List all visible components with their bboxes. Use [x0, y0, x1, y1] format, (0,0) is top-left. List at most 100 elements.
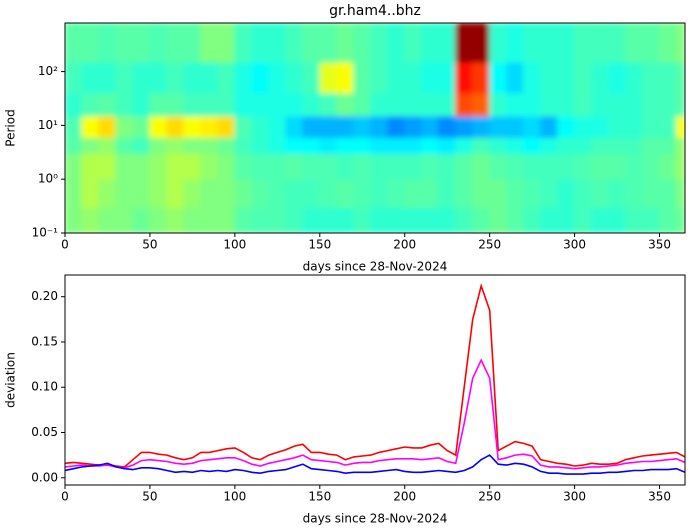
heatmap-cell: [642, 92, 661, 117]
heatmap-cell: [370, 178, 389, 208]
heatmap-cell: [574, 178, 593, 208]
heatmap-cell: [438, 153, 457, 180]
heatmap-cell: [115, 153, 134, 180]
plot-area: [65, 23, 685, 233]
heatmap-cell: [132, 23, 151, 63]
heatmap-cell: [336, 23, 355, 63]
x-tick-label: 350: [648, 490, 671, 504]
heatmap-cell: [438, 206, 457, 233]
heatmap-cell: [370, 23, 389, 63]
x-tick-label: 0: [61, 490, 69, 504]
heatmap-cell: [608, 92, 627, 117]
heatmap-cell: [65, 61, 83, 94]
x-tick-label: 300: [563, 238, 586, 252]
heatmap-cell: [523, 115, 542, 138]
heatmap-cell: [115, 23, 134, 63]
heatmap-cell: [676, 61, 685, 94]
heatmap-cell: [387, 136, 406, 155]
heatmap-cell: [489, 153, 508, 180]
heatmap-cell: [370, 92, 389, 117]
heatmap-cell: [540, 23, 559, 63]
heatmap-cell: [200, 136, 219, 155]
heatmap-cell: [370, 115, 389, 138]
heatmap-cell: [557, 206, 576, 233]
heatmap-cell: [591, 115, 610, 138]
heatmap-cell: [591, 136, 610, 155]
heatmap-cell: [523, 92, 542, 117]
heatmap-cell: [353, 92, 372, 117]
heatmap-cell: [65, 92, 83, 117]
heatmap-cell: [608, 23, 627, 63]
heatmap-cell: [302, 92, 321, 117]
heatmap-cell: [234, 92, 253, 117]
heatmap-cell: [336, 178, 355, 208]
heatmap-cell: [625, 153, 644, 180]
heatmap-cell: [234, 115, 253, 138]
heatmap-cell: [421, 153, 440, 180]
heatmap-cell: [506, 178, 525, 208]
heatmap-cell: [336, 206, 355, 233]
heatmap-cell: [404, 92, 423, 117]
heatmap-cell: [149, 153, 168, 180]
heatmap-cell: [353, 206, 372, 233]
heatmap-cell: [421, 136, 440, 155]
heatmap-cell: [65, 23, 83, 63]
heatmap-cell: [217, 136, 236, 155]
heatmap-cell: [81, 61, 100, 94]
heatmap-cell: [387, 23, 406, 63]
heatmap-cell: [132, 136, 151, 155]
heatmap-cell: [557, 23, 576, 63]
heatmap-cell: [183, 153, 202, 180]
heatmap-cell: [251, 61, 270, 94]
heatmap-cell: [387, 206, 406, 233]
line-series: [65, 283, 685, 468]
heatmap-cell: [217, 153, 236, 180]
heatmap-cell: [166, 92, 185, 117]
heatmap-cell: [676, 92, 685, 117]
heatmap-cell: [132, 178, 151, 208]
heatmap-cell: [183, 115, 202, 138]
heatmap-cell: [421, 178, 440, 208]
heatmap-cell: [523, 61, 542, 94]
heatmap-cell: [251, 115, 270, 138]
heatmap-cell: [489, 136, 508, 155]
heatmap-cell: [115, 115, 134, 138]
heatmap-cell: [234, 61, 253, 94]
heatmap-cell: [336, 115, 355, 138]
heatmap-cell: [642, 61, 661, 94]
heatmap-cell: [149, 206, 168, 233]
heatmap-cell: [132, 153, 151, 180]
heatmap-cell: [115, 136, 134, 155]
heatmap-cell: [540, 61, 559, 94]
heatmap-cell: [404, 153, 423, 180]
heatmap-cell: [217, 23, 236, 63]
chart-title: gr.ham4..bhz: [329, 3, 421, 19]
heatmap-cell: [98, 23, 117, 63]
heatmap-cell: [472, 61, 491, 94]
heatmap-cell: [455, 115, 474, 138]
heatmap-cell: [336, 136, 355, 155]
heatmap-cell: [370, 153, 389, 180]
heatmap-cell: [625, 92, 644, 117]
heatmap-cell: [642, 115, 661, 138]
y-axis-label: deviation: [4, 352, 18, 408]
heatmap-cell: [251, 153, 270, 180]
heatmap-cell: [506, 115, 525, 138]
heatmap-cell: [557, 136, 576, 155]
heatmap-cell: [438, 115, 457, 138]
heatmap-cell: [676, 153, 685, 180]
heatmap-cell: [438, 61, 457, 94]
heatmap-cell: [302, 23, 321, 63]
heatmap-cell: [149, 136, 168, 155]
heatmap-cell: [268, 206, 287, 233]
heatmap-cell: [438, 92, 457, 117]
heatmap-cell: [319, 136, 338, 155]
heatmap-cell: [472, 92, 491, 117]
heatmap-cell: [98, 206, 117, 233]
heatmap-cell: [115, 92, 134, 117]
heatmap-cell: [642, 136, 661, 155]
heatmap-cell: [659, 206, 678, 233]
heatmap-cell: [302, 115, 321, 138]
heatmap-cell: [421, 61, 440, 94]
heatmap-cell: [200, 178, 219, 208]
